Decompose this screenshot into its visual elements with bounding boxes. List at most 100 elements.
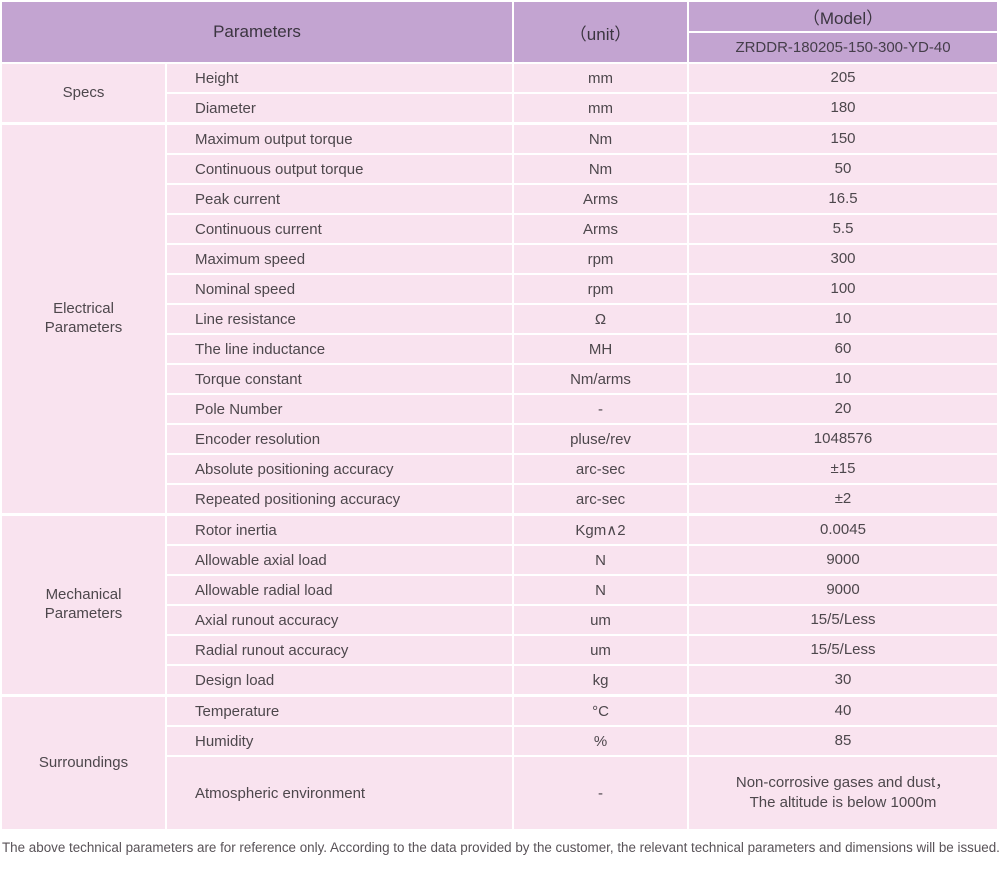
unit-cell: rpm [512, 243, 689, 275]
group-cell: Surroundings [0, 694, 167, 831]
header-model-code: ZRDDR-180205-150-300-YD-40 [687, 31, 999, 64]
unit-cell: % [512, 725, 689, 757]
param-cell: Allowable axial load [165, 544, 514, 576]
value-cell: 10 [687, 303, 999, 335]
table-row: Nominal speed rpm 100 [1, 273, 999, 305]
table-row: Line resistance Ω 10 [1, 303, 999, 335]
param-cell: Temperature [165, 694, 514, 727]
unit-cell: arc-sec [512, 483, 689, 516]
value-cell: ±2 [687, 483, 999, 516]
unit-cell: um [512, 634, 689, 666]
table-row: Encoder resolution pluse/rev 1048576 [1, 423, 999, 455]
param-cell: Axial runout accuracy [165, 604, 514, 636]
table-row: Surroundings Temperature °C 40 [0, 694, 999, 831]
param-cell: Line resistance [165, 303, 514, 335]
value-cell: 9000 [687, 574, 999, 606]
param-cell: Torque constant [165, 363, 514, 395]
value-cell: 180 [687, 92, 999, 125]
table-row: Specs Height mm 205 [0, 62, 999, 125]
value-cell: 300 [687, 243, 999, 275]
param-cell: Diameter [165, 92, 514, 125]
param-cell: Pole Number [165, 393, 514, 425]
unit-cell: Ω [512, 303, 689, 335]
value-cell: 30 [687, 664, 999, 697]
table-row: Electrical Parameters Maximum output torq… [0, 122, 999, 516]
param-cell: Maximum output torque [165, 122, 514, 155]
value-cell: 100 [687, 273, 999, 305]
value-cell: 50 [687, 153, 999, 185]
unit-cell: pluse/rev [512, 423, 689, 455]
value-cell: 10 [687, 363, 999, 395]
param-cell: Rotor inertia [165, 513, 514, 546]
unit-cell: N [512, 544, 689, 576]
value-cell: 205 [687, 62, 999, 94]
table-row: Radial runout accuracy um 15/5/Less [1, 634, 999, 666]
param-cell: Design load [165, 664, 514, 697]
table-row: Torque constant Nm/arms 10 [1, 363, 999, 395]
unit-cell: Kgm∧2 [512, 513, 689, 546]
table-row: Allowable axial load N 9000 [1, 544, 999, 576]
unit-cell: Arms [512, 213, 689, 245]
param-cell: Radial runout accuracy [165, 634, 514, 666]
param-cell: Allowable radial load [165, 574, 514, 606]
unit-cell: Arms [512, 183, 689, 215]
table-row: Peak current Arms 16.5 [1, 183, 999, 215]
table-row: Maximum speed rpm 300 [1, 243, 999, 275]
unit-cell: kg [512, 664, 689, 697]
value-cell: 15/5/Less [687, 634, 999, 666]
unit-cell: Nm/arms [512, 363, 689, 395]
unit-cell: rpm [512, 273, 689, 305]
unit-cell: N [512, 574, 689, 606]
value-cell: 15/5/Less [687, 604, 999, 636]
value-cell: 9000 [687, 544, 999, 576]
spec-table-body: Specs Height mm 205 Diameter mm 180 Electrical … [0, 62, 999, 831]
value-cell: 85 [687, 725, 999, 757]
value-cell: 150 [687, 122, 999, 155]
group-cell: Specs [0, 62, 167, 125]
param-cell: Continuous output torque [165, 153, 514, 185]
table-row: Continuous output torque Nm 50 [1, 153, 999, 185]
header-unit: （unit） [512, 0, 689, 64]
unit-cell: arc-sec [512, 453, 689, 485]
table-row: Allowable radial load N 9000 [1, 574, 999, 606]
table-row: Humidity% 85 [1, 725, 999, 757]
unit-cell: mm [512, 92, 689, 125]
param-cell: Encoder resolution [165, 423, 514, 455]
value-cell: 40 [687, 694, 999, 727]
footer-note: The above technical parameters are for r… [2, 840, 1000, 855]
table-row: Axial runout accuracy um 15/5/Less [1, 604, 999, 636]
table-row: Atmospheric environment - Non-corrosive ga… [1, 755, 999, 831]
value-cell: 60 [687, 333, 999, 365]
param-cell: Height [165, 62, 514, 94]
header-model: （Model） [687, 0, 999, 33]
table-row: Continuous current Arms 5.5 [1, 213, 999, 245]
param-cell: Humidity [165, 725, 514, 757]
value-cell: ±15 [687, 453, 999, 485]
param-cell: The line inductance [165, 333, 514, 365]
param-cell: Atmospheric environment [165, 755, 514, 831]
table-row: Design load kg 30 [1, 664, 999, 697]
unit-cell: Nm [512, 122, 689, 155]
spec-table: Parameters （unit） （Model） ZRDDR-180205-1… [0, 0, 999, 831]
header-parameters: Parameters [0, 0, 514, 64]
group-cell: Electrical Parameters [0, 122, 167, 516]
param-cell: Absolute positioning accuracy [165, 453, 514, 485]
table-row: Absolute positioning accuracy arc-sec ±15 [1, 453, 999, 485]
unit-cell: °C [512, 694, 689, 727]
value-cell: Non-corrosive gases and dust， The altitu… [687, 755, 999, 831]
value-cell: 20 [687, 393, 999, 425]
unit-cell: Nm [512, 153, 689, 185]
unit-cell: MH [512, 333, 689, 365]
table-row: The line inductance MH 60 [1, 333, 999, 365]
value-cell: 16.5 [687, 183, 999, 215]
param-cell: Nominal speed [165, 273, 514, 305]
param-cell: Repeated positioning accuracy [165, 483, 514, 516]
value-cell: 0.0045 [687, 513, 999, 546]
unit-cell: - [512, 393, 689, 425]
value-cell: 5.5 [687, 213, 999, 245]
table-row: Pole Number -20 [1, 393, 999, 425]
spec-table-header: Parameters （unit） （Model） ZRDDR-180205-1… [0, 0, 999, 64]
table-row: Mechanical Parameters Rotor inertia Kgm∧2 0… [0, 513, 999, 697]
unit-cell: um [512, 604, 689, 636]
